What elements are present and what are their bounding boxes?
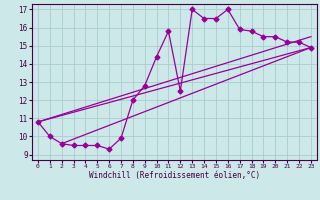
X-axis label: Windchill (Refroidissement éolien,°C): Windchill (Refroidissement éolien,°C) — [89, 171, 260, 180]
